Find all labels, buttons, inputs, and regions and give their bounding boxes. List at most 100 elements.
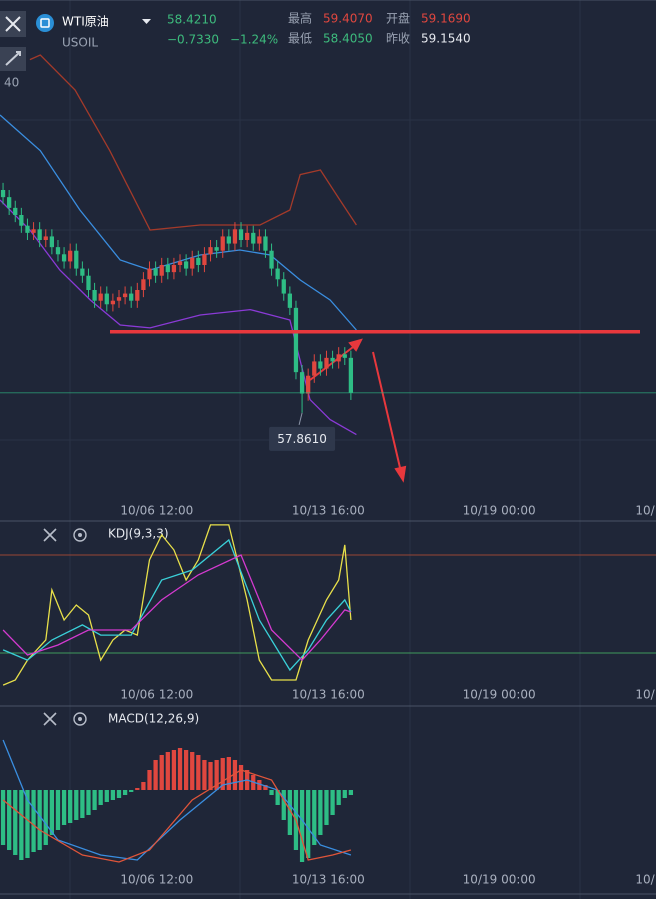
candle-body (281, 279, 286, 294)
histogram-bar (165, 752, 170, 790)
low-label: 57.8610 (277, 432, 327, 446)
histogram-bar (159, 755, 164, 790)
kdj-settings[interactable] (73, 528, 87, 542)
histogram-bar (232, 760, 238, 790)
candle-body (342, 354, 347, 358)
candle-body (312, 361, 317, 376)
candle-body (104, 293, 109, 305)
symbol-name[interactable]: WTI原油 (62, 15, 109, 29)
indicator-line (0, 199, 357, 436)
close-button[interactable] (0, 11, 26, 37)
candle-body (55, 247, 61, 255)
histogram-bar (37, 790, 42, 850)
draw-tool-button[interactable] (0, 47, 26, 71)
histogram-bar (43, 790, 48, 845)
histogram-bar (281, 790, 286, 820)
histogram-bar (86, 790, 91, 815)
x-tick-label: 10/19 00:00 (463, 873, 536, 887)
x-tick-label: 10/ (635, 873, 655, 887)
candle-body (275, 268, 280, 280)
indicator-line (0, 114, 357, 331)
candle-body (110, 300, 116, 305)
indicator-line (2, 538, 352, 672)
histogram-bar (208, 762, 213, 790)
candle-body (190, 257, 195, 269)
candle-body (330, 357, 335, 362)
price-change-pct: −1.24% (230, 33, 278, 47)
macd-settings[interactable] (73, 712, 87, 726)
panel-title: MACD(12,26,9) (108, 712, 199, 726)
low-label-box (269, 426, 336, 451)
candle-body (68, 250, 73, 262)
histogram-bar (318, 790, 323, 835)
candle-body (263, 236, 268, 251)
stat-label: 最低 (288, 32, 312, 46)
candle-body (245, 232, 250, 240)
candle-body (153, 268, 158, 276)
histogram-bar (129, 790, 134, 792)
histogram-bar (214, 760, 219, 790)
symbol-icon (36, 14, 54, 32)
histogram-bar (74, 790, 79, 820)
histogram-bar (68, 790, 73, 823)
histogram-bar (153, 760, 158, 790)
histogram-bar (196, 755, 201, 790)
histogram-bar (19, 790, 24, 860)
candle-body (336, 354, 341, 362)
candle-body (306, 375, 311, 394)
histogram-bar (122, 790, 128, 795)
histogram-bar (226, 757, 231, 790)
candle-body (251, 232, 256, 244)
histogram-bar (7, 790, 12, 850)
candle-body (177, 261, 183, 265)
x-tick-label: 10/19 00:00 (463, 688, 536, 702)
histogram-bar (190, 752, 195, 790)
histogram-bar (61, 790, 67, 825)
histogram-bar (287, 790, 292, 835)
candle-body (220, 236, 225, 251)
candle-body (61, 254, 67, 262)
candle-body (13, 207, 18, 215)
kdj-close[interactable] (43, 528, 57, 542)
candle-body (287, 293, 292, 308)
stat-value: 59.1540 (421, 32, 471, 46)
candle-body (202, 254, 207, 265)
histogram-bar (55, 790, 61, 830)
x-tick-label: 10/19 00:00 (463, 504, 536, 518)
histogram-bar (275, 790, 280, 805)
x-tick-label: 10/ (635, 504, 655, 518)
x-tick-label: 10/13 16:00 (292, 504, 365, 518)
histogram-bar (104, 790, 109, 802)
histogram-bar (299, 790, 305, 862)
indicator-line (2, 769, 352, 863)
histogram-bar (98, 790, 103, 805)
candle-body (159, 265, 164, 276)
candle-body (19, 215, 24, 226)
x-tick-label: 10/06 12:00 (120, 873, 193, 887)
candle-body (348, 357, 354, 393)
candle-body (129, 293, 134, 301)
x-tick-label: 10/06 12:00 (120, 504, 193, 518)
histogram-bar (92, 790, 97, 810)
histogram-bar (263, 785, 268, 790)
histogram-bar (80, 790, 85, 818)
histogram-bar (336, 790, 341, 805)
candle-body (31, 229, 36, 233)
indicator-line (29, 54, 357, 231)
symbol-dropdown[interactable] (142, 19, 151, 24)
histogram-bar (49, 790, 55, 835)
symbol-icon-glyph (40, 18, 50, 28)
indicator-line (2, 554, 352, 662)
histogram-bar (238, 765, 244, 790)
macd-close[interactable] (43, 712, 57, 726)
histogram-bar (342, 790, 347, 798)
indicator-line (2, 739, 352, 861)
histogram-bar (202, 760, 207, 790)
candle-body (43, 236, 48, 240)
candle-body (7, 197, 12, 208)
histogram-bar (171, 750, 177, 790)
histogram-bar (348, 790, 354, 795)
stat-value: 59.1690 (421, 12, 471, 26)
candle-body (0, 190, 6, 198)
